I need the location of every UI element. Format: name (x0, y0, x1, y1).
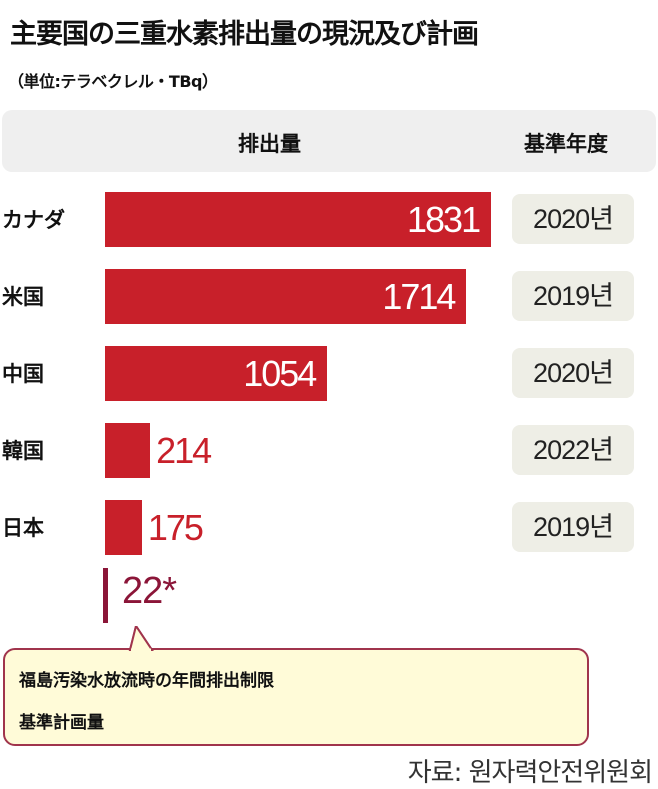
reference-bar (103, 568, 108, 623)
callout-line-2: 基準計画量 (19, 713, 104, 733)
callout-pointer-cover (128, 626, 154, 652)
category-label: 日本 (2, 516, 44, 540)
bar (105, 423, 151, 478)
header-emission: 排出量 (238, 132, 301, 156)
value-label: 1714 (382, 276, 456, 317)
category-label: 中国 (2, 362, 44, 386)
value-label: 214 (156, 430, 212, 471)
reference-value-label: 22* (122, 570, 177, 612)
category-label: 韓国 (2, 439, 44, 463)
bar (105, 500, 142, 555)
category-label: 米国 (2, 285, 44, 309)
callout-box: 福島汚染水放流時の年間排出制限 基準計画量 (3, 648, 589, 746)
base-year-badge: 2020년 (512, 194, 634, 244)
value-label: 1054 (243, 353, 317, 394)
value-label: 175 (147, 507, 204, 548)
chart-title: 主要国の三重水素排出量の現況及び計画 (10, 19, 479, 50)
base-year-badge: 2022년 (512, 425, 634, 475)
value-label: 1831 (407, 199, 481, 240)
base-year-badge: 2020년 (512, 348, 634, 398)
bar (105, 192, 491, 247)
bar (105, 269, 467, 324)
callout-line-1: 福島汚染水放流時の年間排出制限 (19, 671, 274, 691)
base-year-badge: 2019년 (512, 271, 634, 321)
unit-label: （単位:テラベクレル・TBq） (8, 72, 218, 91)
bar (105, 346, 328, 401)
category-label: カナダ (2, 208, 65, 232)
source-note: 자료: 원자력안전위원회 (407, 758, 653, 788)
base-year-badge: 2019년 (512, 502, 634, 552)
table-header: 排出量 基準年度 (2, 110, 656, 172)
header-base-year: 基準年度 (524, 132, 608, 156)
